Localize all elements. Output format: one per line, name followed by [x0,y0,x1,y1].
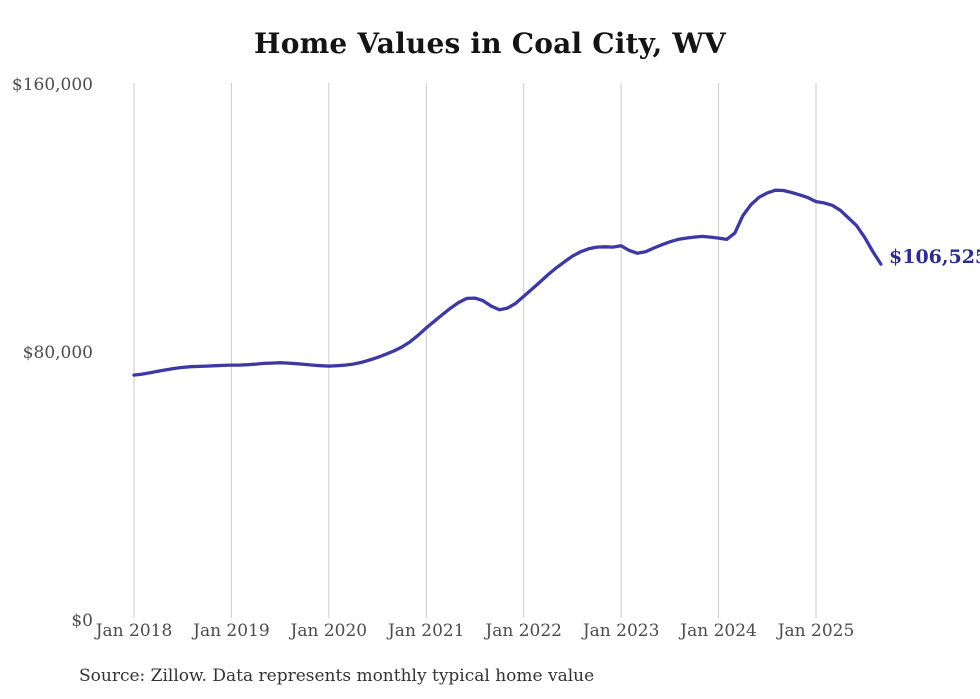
latest-value-label: $106,525 [889,246,980,268]
y-tick-label-0: $0 [71,611,93,631]
y-tick-label-160000: $160,000 [11,75,93,95]
x-tick-label-2025: Jan 2025 [777,621,855,641]
x-tick-label-2024: Jan 2024 [680,621,757,641]
source-note: Source: Zillow. Data represents monthly … [79,666,595,686]
x-tick-label-2019: Jan 2019 [193,621,270,641]
x-tick-label-2023: Jan 2023 [582,621,660,641]
y-tick-label-80000: $80,000 [22,343,93,363]
x-tick-label-2022: Jan 2022 [485,621,562,641]
home-value-line [132,188,883,377]
x-tick-label-2020: Jan 2020 [290,621,368,641]
chart-title: Home Values in Coal City, WV [254,27,726,60]
x-tick-label-2021: Jan 2021 [387,621,465,641]
year-gridlines [133,83,817,618]
x-tick-label-2018: Jan 2018 [95,621,173,641]
